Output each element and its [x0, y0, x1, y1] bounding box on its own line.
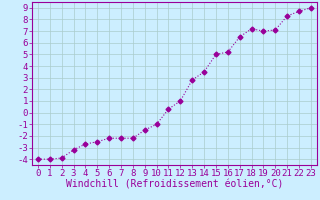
X-axis label: Windchill (Refroidissement éolien,°C): Windchill (Refroidissement éolien,°C): [66, 180, 283, 190]
